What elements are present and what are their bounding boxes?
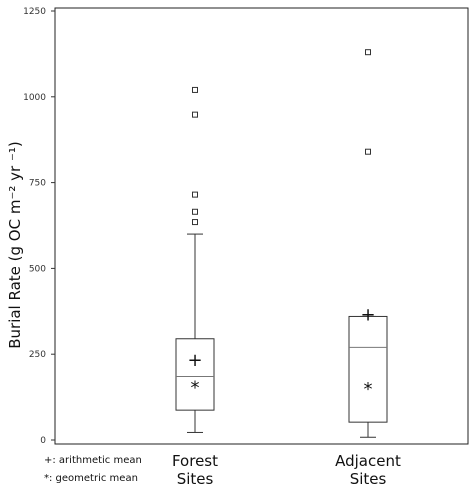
outlier-point	[192, 208, 198, 215]
outlier-point	[192, 219, 198, 226]
legend-arithmetic-mean: +: arithmetic mean	[44, 455, 142, 466]
y-tick-label-1250: 1250	[23, 7, 46, 17]
iqr-box	[348, 315, 388, 423]
box-adjacent-sites: +*	[348, 49, 388, 438]
legend: +: arithmetic mean *: geometric mean	[44, 455, 142, 484]
arithmetic-mean-marker: +	[360, 305, 375, 326]
category-label-0: Forest Sites	[172, 452, 218, 488]
y-tick-label-1000: 1000	[23, 93, 46, 103]
geometric-mean-marker: *	[191, 377, 200, 398]
category-label-1: Adjacent Sites	[335, 452, 401, 488]
y-tick-label-0: 0	[40, 436, 46, 446]
outlier-point	[192, 111, 198, 118]
outlier-point	[192, 86, 198, 93]
box-forest-sites: +*	[175, 86, 215, 433]
outlier-point	[365, 49, 371, 56]
boxes-layer: +*+*	[175, 49, 388, 438]
plot-frame	[54, 7, 469, 445]
category-labels: Forest Sites Adjacent Sites	[172, 452, 401, 488]
iqr-box	[175, 338, 215, 411]
arithmetic-mean-marker: +	[187, 350, 202, 371]
y-tick-label-500: 500	[29, 264, 46, 274]
y-tick-label-750: 750	[29, 179, 46, 189]
y-tick-label-250: 250	[29, 350, 46, 360]
outlier-point	[192, 191, 198, 198]
y-axis: 0 250 500 750 1000 1250	[23, 7, 55, 446]
legend-geometric-mean: *: geometric mean	[44, 473, 138, 484]
outlier-point	[365, 148, 371, 155]
geometric-mean-marker: *	[364, 379, 373, 400]
y-axis-title: Burial Rate (g OC m⁻² yr ⁻¹)	[6, 141, 24, 349]
